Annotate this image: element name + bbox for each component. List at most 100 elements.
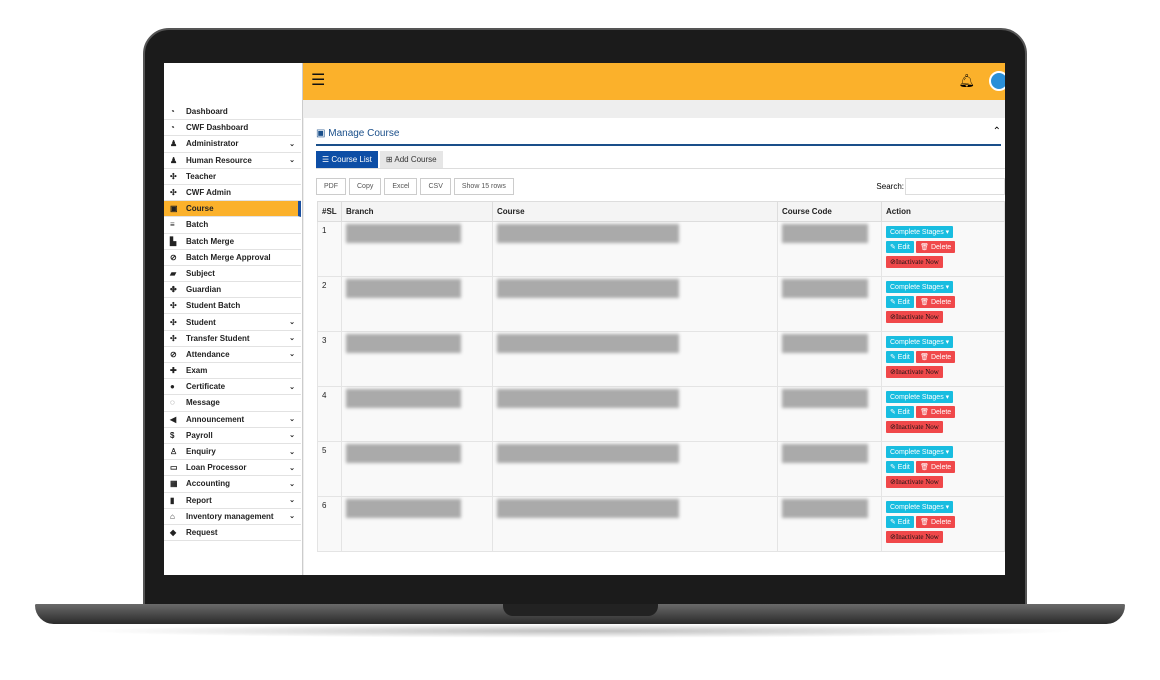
sidebar-item-label: Announcement bbox=[186, 414, 245, 424]
edit-button[interactable]: ✎ Edit bbox=[886, 241, 914, 253]
sidebar-item-human-resource[interactable]: ♟ Human Resource ⌄ bbox=[164, 153, 301, 169]
sidebar-item-batch-merge[interactable]: ▙ Batch Merge bbox=[164, 234, 301, 250]
redacted-text bbox=[497, 389, 679, 408]
complete-stages-button[interactable]: Complete Stages ▾ bbox=[886, 281, 954, 293]
branch-cell bbox=[341, 441, 493, 497]
user-avatar-icon[interactable] bbox=[989, 71, 1005, 91]
sidebar-item-loan-processor[interactable]: ▭ Loan Processor ⌄ bbox=[164, 460, 301, 477]
sidebar-item-administrator[interactable]: ♟ Administrator ⌄ bbox=[164, 136, 301, 153]
sidebar-item-transfer-student[interactable]: ✣ Transfer Student ⌄ bbox=[164, 331, 301, 347]
inactivate-button[interactable]: ⊘Inactivate Now bbox=[886, 421, 943, 433]
sidebar-item-payroll[interactable]: $ Payroll ⌄ bbox=[164, 428, 301, 444]
complete-stages-button[interactable]: Complete Stages ▾ bbox=[886, 336, 954, 348]
copy-button[interactable]: Copy bbox=[349, 178, 382, 195]
inactivate-button[interactable]: ⊘Inactivate Now bbox=[886, 311, 943, 323]
sidebar-item-request[interactable]: ◆ Request bbox=[164, 525, 301, 542]
sidebar-item-cwf-admin[interactable]: ✣ CWF Admin bbox=[164, 185, 301, 202]
sidebar-item-enquiry[interactable]: ♙ Enquiry ⌄ bbox=[164, 444, 301, 461]
tab-course-list[interactable]: ☰ Course List bbox=[316, 151, 378, 168]
sidebar-item-cwf-dashboard[interactable]: ◔ CWF Dashboard bbox=[164, 120, 301, 137]
sidebar-item-dashboard[interactable]: ◔ Dashboard bbox=[164, 104, 301, 121]
action-cell: Complete Stages ▾ ✎ Edit 🗑 Delete ⊘Inact… bbox=[881, 276, 1005, 332]
sidebar-item-announcement[interactable]: ◀ Announcement ⌄ bbox=[164, 412, 301, 428]
sidebar-item-batch-merge-approval[interactable]: ⊘ Batch Merge Approval bbox=[164, 250, 301, 266]
sidebar-item-student-batch[interactable]: ✣ Student Batch bbox=[164, 298, 301, 315]
collapse-icon[interactable]: ⌃ bbox=[992, 126, 1001, 137]
col-sl[interactable]: #SL bbox=[317, 201, 342, 222]
tab-add-course[interactable]: ⊞ Add Course bbox=[379, 151, 443, 168]
topbar: ☰ 🔔︎ bbox=[303, 63, 1005, 100]
course-code-cell bbox=[777, 441, 882, 497]
sidebar-item-teacher[interactable]: ✣ Teacher bbox=[164, 169, 301, 185]
sidebar-item-message[interactable]: ◌ Message bbox=[164, 395, 301, 412]
table-row: 6 Complete Stages ▾ ✎ Edit 🗑 Delete ⊘Ina… bbox=[317, 496, 1005, 552]
edit-button[interactable]: ✎ Edit bbox=[886, 296, 914, 308]
delete-button[interactable]: 🗑 Delete bbox=[916, 406, 956, 418]
course-cell bbox=[492, 221, 778, 277]
action-cell: Complete Stages ▾ ✎ Edit 🗑 Delete ⊘Inact… bbox=[881, 386, 1005, 442]
delete-button[interactable]: 🗑 Delete bbox=[916, 241, 956, 253]
user-icon: ♟ bbox=[170, 139, 178, 149]
sidebar-item-label: Batch bbox=[186, 220, 209, 230]
course-cell bbox=[492, 386, 778, 442]
redacted-text bbox=[346, 444, 461, 463]
edit-button[interactable]: ✎ Edit bbox=[886, 351, 914, 363]
delete-button[interactable]: 🗑 Delete bbox=[916, 516, 956, 528]
excel-button[interactable]: Excel bbox=[384, 178, 418, 195]
search-input[interactable] bbox=[905, 178, 1005, 195]
csv-button[interactable]: CSV bbox=[420, 178, 451, 195]
chevron-down-icon: ⌄ bbox=[289, 448, 295, 456]
inactivate-button[interactable]: ⊘Inactivate Now bbox=[886, 256, 943, 268]
sidebar-item-exam[interactable]: ✚ Exam bbox=[164, 363, 301, 380]
sidebar-item-accounting[interactable]: ▦ Accounting ⌄ bbox=[164, 476, 301, 493]
col-branch[interactable]: Branch bbox=[341, 201, 493, 222]
pdf-button[interactable]: PDF bbox=[316, 178, 346, 195]
sidebar-item-label: Exam bbox=[186, 366, 208, 376]
sidebar-item-course[interactable]: ▣ Course bbox=[164, 201, 301, 218]
inactivate-button[interactable]: ⊘Inactivate Now bbox=[886, 531, 943, 543]
sidebar-item-student[interactable]: ✣ Student ⌄ bbox=[164, 314, 301, 331]
sidebar-item-guardian[interactable]: ✤ Guardian bbox=[164, 282, 301, 299]
complete-stages-button[interactable]: Complete Stages ▾ bbox=[886, 391, 954, 403]
sidebar-item-batch[interactable]: ≡ Batch bbox=[164, 217, 301, 234]
sidebar-item-label: Loan Processor bbox=[186, 463, 247, 473]
delete-button[interactable]: 🗑 Delete bbox=[916, 351, 956, 363]
sidebar-item-label: Attendance bbox=[186, 349, 230, 359]
col-course[interactable]: Course bbox=[492, 201, 778, 222]
complete-stages-button[interactable]: Complete Stages ▾ bbox=[886, 501, 954, 513]
divider bbox=[316, 144, 1001, 146]
sidebar-item-inventory-management[interactable]: ⌂ Inventory management ⌄ bbox=[164, 509, 301, 525]
edit-button[interactable]: ✎ Edit bbox=[886, 406, 914, 418]
course-cell bbox=[492, 276, 778, 332]
sl-cell: 6 bbox=[317, 496, 342, 552]
branch-cell bbox=[341, 496, 493, 552]
chevron-down-icon: ⌄ bbox=[289, 464, 295, 472]
sidebar-item-report[interactable]: ▮ Report ⌄ bbox=[164, 493, 301, 509]
sidebar-item-certificate[interactable]: ● Certificate ⌄ bbox=[164, 379, 301, 396]
sidebar-item-label: Message bbox=[186, 398, 220, 408]
sidebar-item-label: Transfer Student bbox=[186, 333, 250, 343]
complete-stages-button[interactable]: Complete Stages ▾ bbox=[886, 226, 954, 238]
sidebar-item-subject[interactable]: ▰ Subject bbox=[164, 266, 301, 283]
complete-stages-button[interactable]: Complete Stages ▾ bbox=[886, 446, 954, 458]
course-code-cell bbox=[777, 331, 882, 387]
course-icon: ▣ bbox=[316, 128, 329, 139]
col-course-code[interactable]: Course Code bbox=[777, 201, 882, 222]
tags-icon: ◆ bbox=[170, 527, 177, 537]
sidebar-item-label: Teacher bbox=[186, 171, 217, 181]
show-rows-button[interactable]: Show 15 rows bbox=[453, 178, 514, 195]
bell-icon[interactable]: 🔔︎ bbox=[958, 73, 975, 88]
redacted-text bbox=[346, 334, 461, 353]
sidebar-item-attendance[interactable]: ⊘ Attendance ⌄ bbox=[164, 347, 301, 363]
divider bbox=[316, 168, 1005, 169]
delete-button[interactable]: 🗑 Delete bbox=[916, 296, 956, 308]
certificate-icon: ● bbox=[170, 382, 175, 392]
edit-button[interactable]: ✎ Edit bbox=[886, 516, 914, 528]
inactivate-button[interactable]: ⊘Inactivate Now bbox=[886, 366, 943, 378]
inactivate-button[interactable]: ⊘Inactivate Now bbox=[886, 476, 943, 488]
sidebar-item-label: Certificate bbox=[186, 382, 226, 392]
hamburger-icon[interactable]: ☰ bbox=[311, 72, 326, 89]
delete-button[interactable]: 🗑 Delete bbox=[916, 461, 956, 473]
edit-button[interactable]: ✎ Edit bbox=[886, 461, 914, 473]
course-icon: ▣ bbox=[170, 204, 178, 214]
